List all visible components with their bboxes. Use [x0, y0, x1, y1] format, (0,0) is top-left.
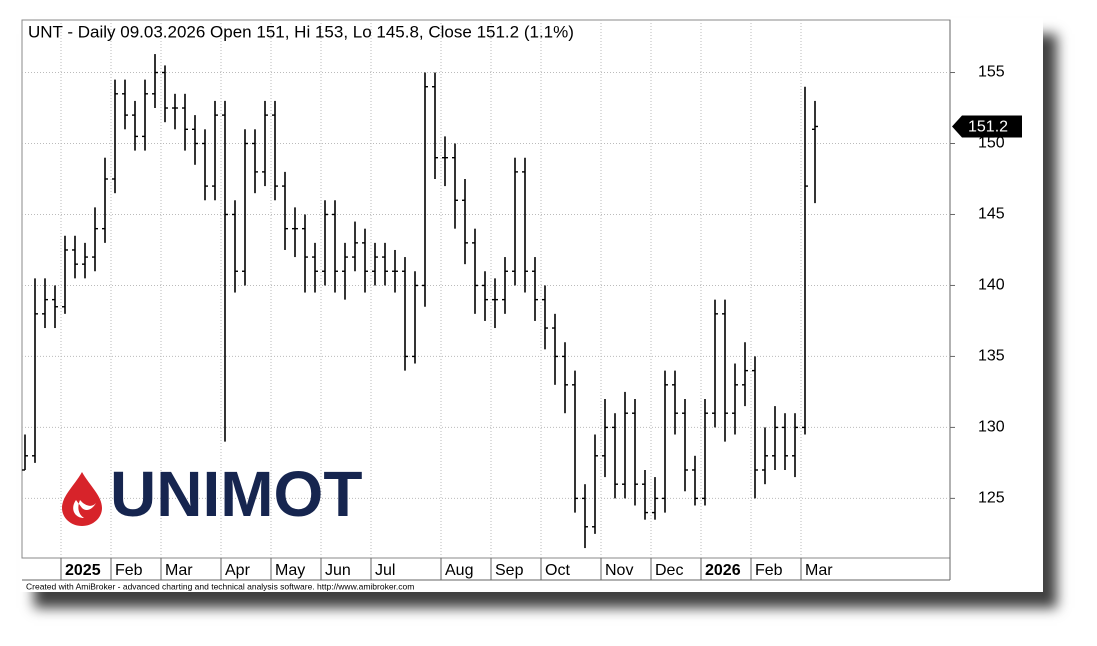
y-tick-label: 135 — [978, 348, 1005, 365]
logo-drop-highlight — [73, 500, 96, 518]
last-price-label: 151.2 — [968, 119, 1008, 136]
x-tick-label: 2026 — [705, 562, 741, 579]
x-tick-label: May — [275, 562, 305, 579]
x-tick-label: Apr — [225, 562, 251, 579]
chart: UNIMOT UNT - Daily 09.03.2026 Open 151, … — [21, 19, 1022, 591]
x-tick-label: Sep — [495, 562, 524, 579]
y-tick-label: 125 — [978, 490, 1005, 507]
chart-frame: UNIMOT UNT - Daily 09.03.2026 Open 151, … — [20, 18, 1043, 592]
logo: UNIMOT — [62, 458, 362, 530]
x-tick-label: Feb — [755, 562, 783, 579]
bars — [22, 54, 818, 549]
y-tick-label: 145 — [978, 206, 1005, 223]
y-tick-label: 155 — [978, 64, 1005, 81]
x-tick-label: Oct — [545, 562, 570, 579]
last-price-tag — [952, 115, 1022, 138]
x-tick-label: Mar — [805, 562, 833, 579]
x-tick-label: Nov — [605, 562, 633, 579]
footer: Created with AmiBroker - advanced charti… — [26, 581, 414, 591]
x-tick-label: Jun — [325, 562, 351, 579]
y-tick-label: 140 — [978, 277, 1005, 294]
x-tick-label: Jul — [375, 562, 395, 579]
x-tick-label: 2025 — [65, 562, 101, 579]
chart-title: UNT - Daily 09.03.2026 Open 151, Hi 153,… — [28, 22, 574, 41]
y-tick-label: 130 — [978, 419, 1005, 436]
logo-drop — [62, 472, 102, 526]
x-tick-label: Feb — [115, 562, 143, 579]
x-tick-label: Mar — [165, 562, 193, 579]
x-tick-label: Dec — [655, 562, 683, 579]
y-tick-label: 150 — [978, 135, 1005, 152]
logo-text: UNIMOT — [110, 458, 362, 530]
x-tick-label: Aug — [445, 562, 473, 579]
